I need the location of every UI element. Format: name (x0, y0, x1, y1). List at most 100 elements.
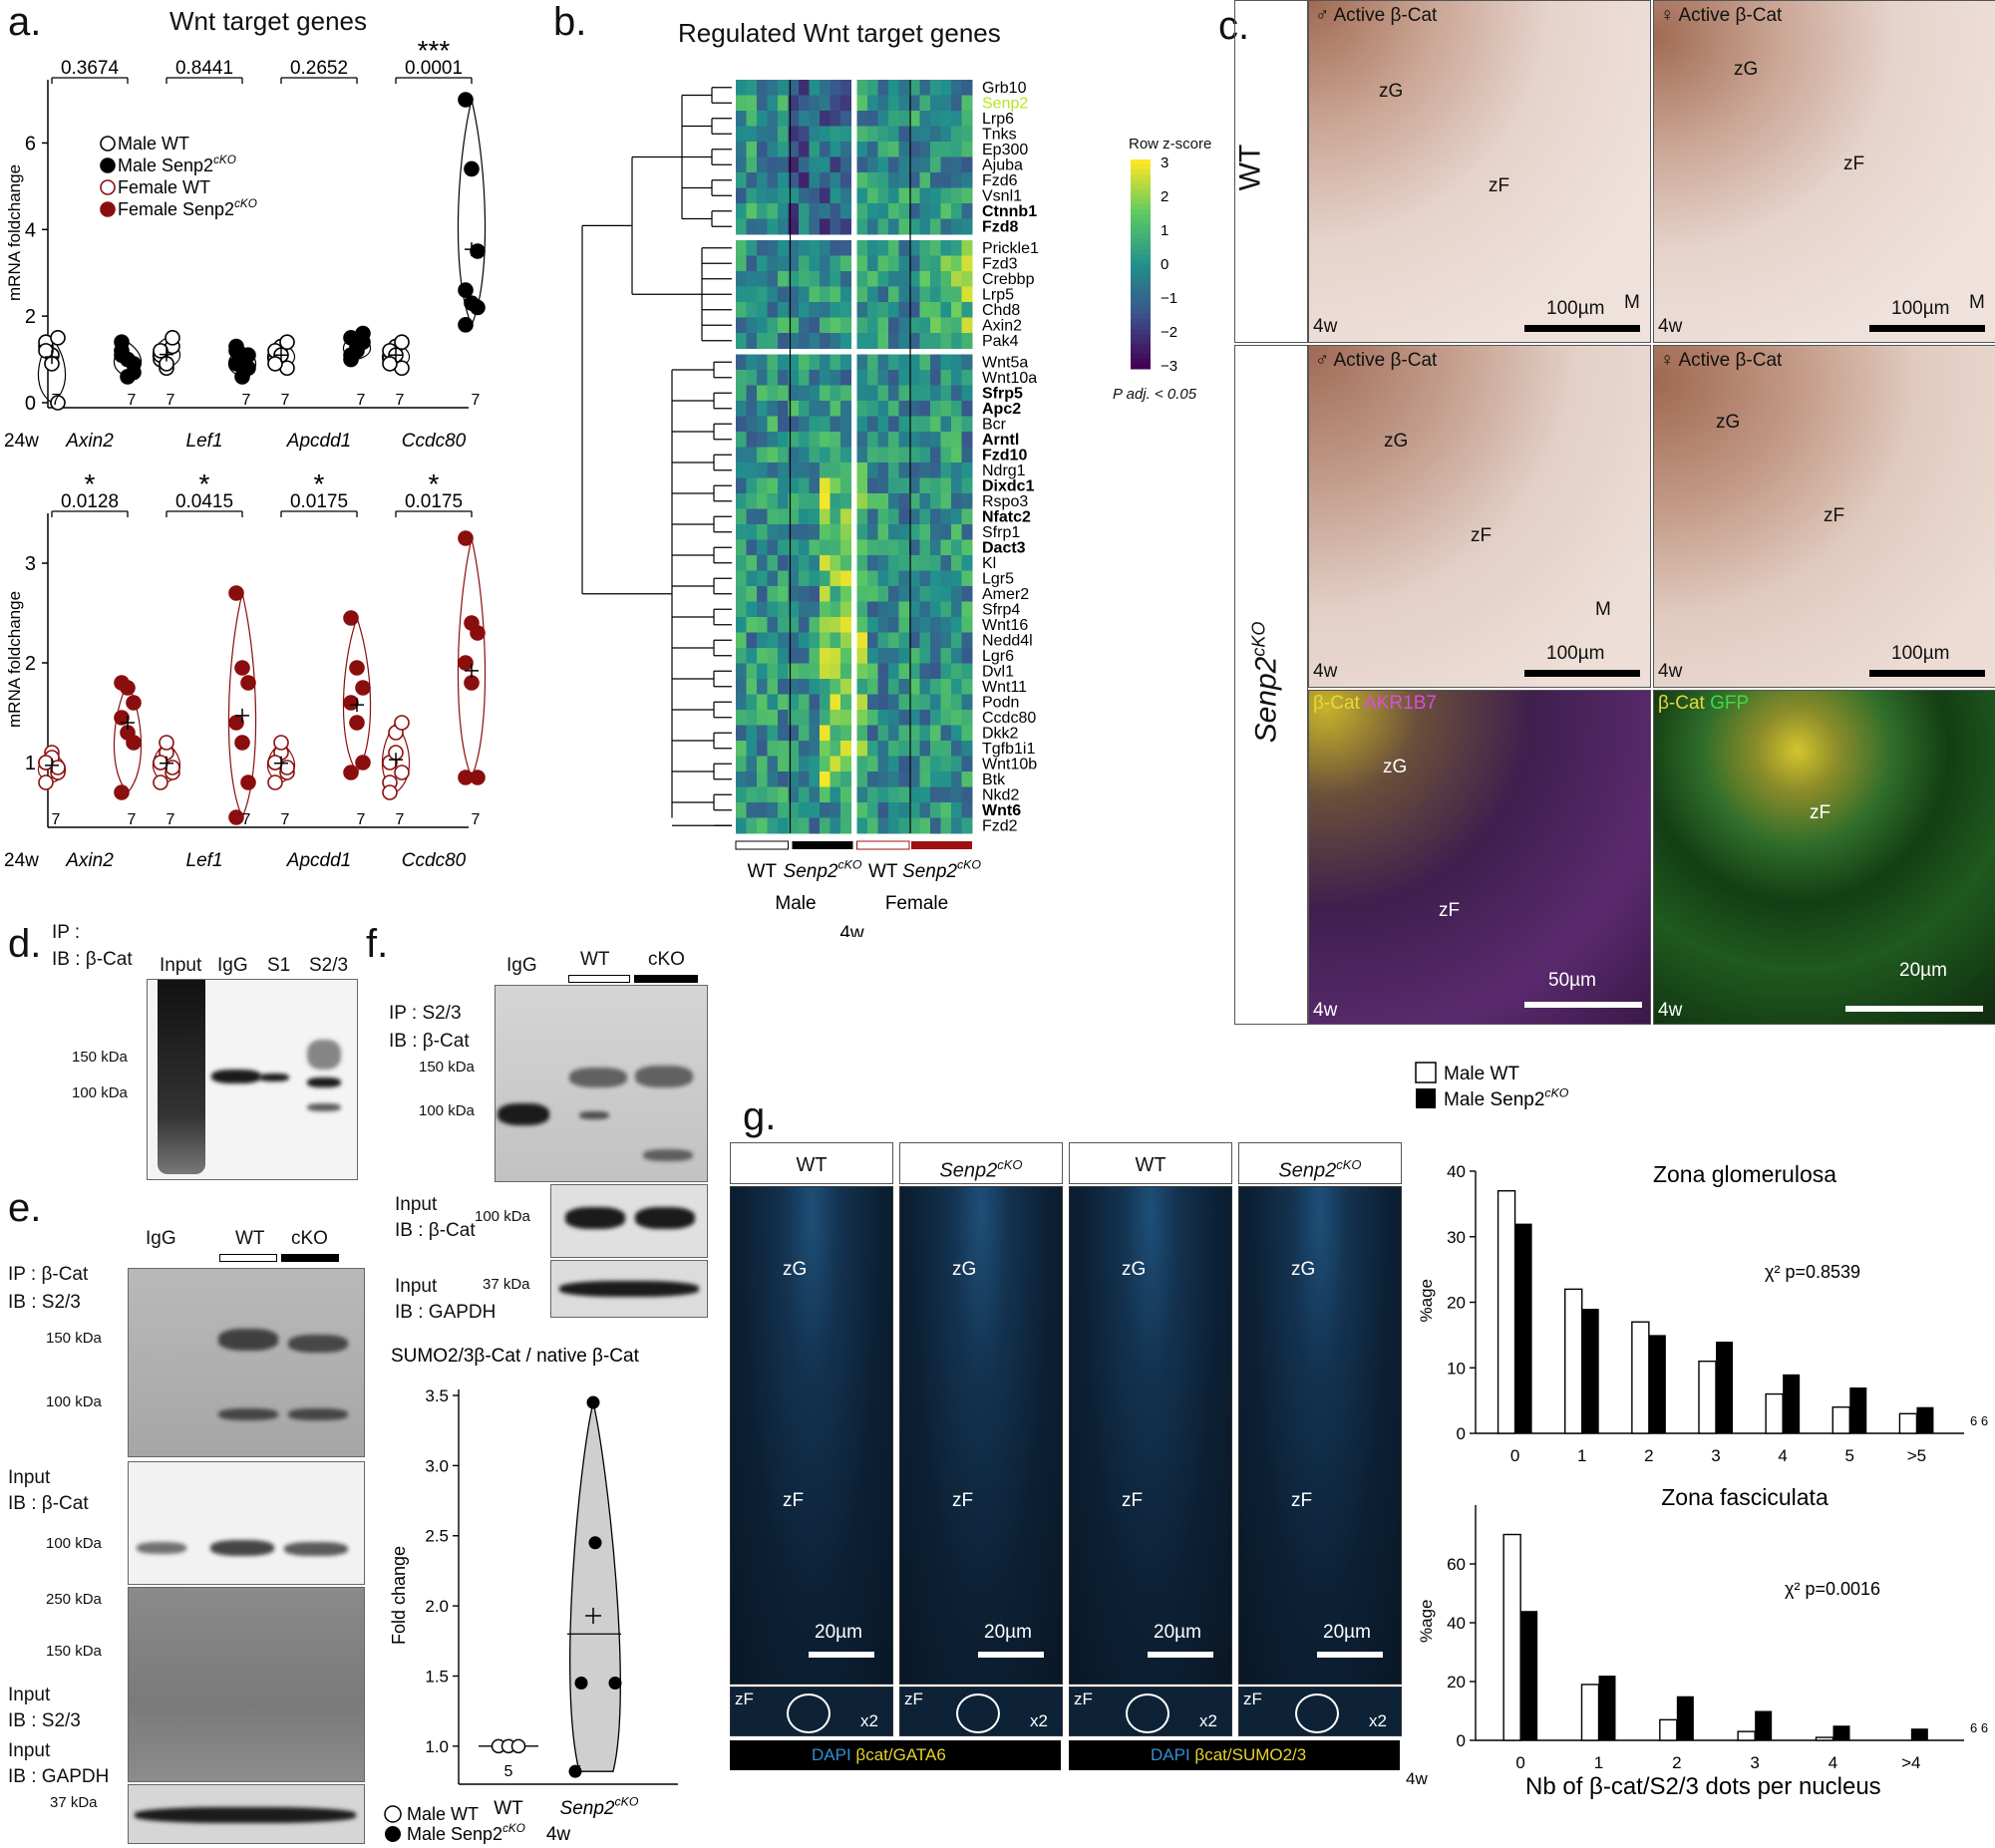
heatmap-cell (856, 271, 868, 287)
panel-e-blot-3 (128, 1587, 365, 1782)
heatmap-cell (840, 401, 851, 417)
g-bar-cko (1598, 1676, 1616, 1740)
heatmap-cell (867, 539, 878, 556)
a-point (355, 334, 371, 351)
heatmap-cell (951, 302, 962, 318)
heatmap-cell (898, 271, 910, 287)
group-label: WT (747, 861, 777, 882)
f-legend-marker-wt (384, 1805, 402, 1823)
heatmap-cell (820, 555, 831, 571)
heatmap-cell (888, 354, 899, 371)
g-ytick-label: 0 (1457, 1424, 1466, 1443)
heatmap-cell (778, 447, 789, 463)
g-ytick-label: 40 (1447, 1162, 1466, 1181)
panel-f-cko-bar (634, 975, 698, 983)
panel-f-ib: IB : β-Cat (389, 1031, 470, 1052)
heatmap-cell (940, 555, 952, 571)
heatmap-cell (840, 218, 851, 235)
heatmap-cell (919, 385, 931, 402)
heatmap-cell (867, 172, 878, 188)
heatmap-cell (888, 524, 899, 540)
heatmap-cell (940, 694, 952, 711)
heatmap-cell (778, 111, 789, 127)
a-pvalue: 0.0128 (61, 491, 119, 512)
heatmap-cell (788, 617, 800, 633)
heatmap-cell (961, 354, 973, 371)
heatmap-cell (830, 172, 841, 188)
heatmap-cell (830, 539, 841, 556)
panel-b-heatmap: Grb10Senp2Lrp6TnksEp300AjubaFzd6Vsnl1Ctn… (581, 80, 1177, 937)
heatmap-cell (809, 617, 821, 633)
a-gene-label: Lef1 (186, 431, 223, 452)
group-label: WT (868, 861, 898, 882)
f-point-cko (574, 1677, 588, 1691)
colorbar-segment (1131, 269, 1151, 275)
heatmap-cell (767, 432, 779, 448)
heatmap-cell (830, 142, 841, 157)
heatmap-cell (930, 771, 941, 787)
heatmap-cell (757, 679, 768, 695)
heatmap-cell (940, 333, 952, 349)
g-bar-cko (1849, 1386, 1867, 1433)
heatmap-cell (820, 286, 831, 303)
heatmap-cell (888, 710, 899, 726)
a-gene-label: Apcdd1 (286, 431, 351, 452)
heatmap-gene-label: Axin2 (982, 318, 1022, 335)
heatmap-cell (888, 786, 899, 803)
colorbar-segment (1131, 309, 1151, 315)
heatmap-cell (877, 570, 889, 587)
panel-f-lane-cko: cKO (648, 949, 685, 970)
heatmap-cell (898, 255, 910, 272)
heatmap-cell (940, 539, 952, 556)
heatmap-cell (919, 187, 931, 204)
heatmap-cell (877, 802, 889, 818)
g-bar-wt (1502, 1533, 1521, 1741)
g-xtick-label: 0 (1510, 1446, 1519, 1465)
heatmap-cell (767, 524, 779, 540)
heatmap-cell (867, 570, 878, 587)
heatmap-cell (840, 385, 851, 402)
heatmap-gene-label: Rspo3 (982, 493, 1028, 510)
g-zoom-label: x2 (1199, 1711, 1217, 1730)
panel-f-marker-100: 100 kDa (419, 1102, 475, 1119)
sex-label-female: Female (885, 893, 948, 914)
a-point (228, 715, 244, 731)
heatmap-cell (820, 570, 831, 587)
heatmap-cell (830, 240, 841, 256)
panel-e-input4: Input (8, 1740, 51, 1761)
heatmap-cell (867, 156, 878, 173)
heatmap-cell (877, 632, 889, 649)
heatmap-cell (778, 354, 789, 371)
heatmap-cell (951, 317, 962, 334)
g-label-zf: zF (783, 1490, 805, 1511)
heatmap-cell (799, 786, 810, 803)
heatmap-cell (778, 617, 789, 633)
heatmap-cell (888, 370, 899, 386)
g-xtick-label: 1 (1594, 1753, 1603, 1772)
heatmap-cell (840, 632, 851, 649)
heatmap-gene-label: Amer2 (982, 586, 1029, 603)
panel-e-wt-bar (219, 1254, 277, 1262)
heatmap-cell (909, 240, 920, 256)
heatmap-cell (898, 648, 910, 664)
colorbar-segment (1131, 244, 1151, 250)
heatmap-cell (840, 203, 851, 219)
heatmap-cell (961, 126, 973, 143)
a-ytick-label: 2 (25, 653, 36, 675)
heatmap-cell (877, 663, 889, 680)
a-point (234, 660, 250, 676)
a-n-label: 7 (281, 392, 290, 409)
g-bar-wt (1737, 1730, 1756, 1741)
heatmap-cell (799, 632, 810, 649)
heatmap-cell (909, 648, 920, 664)
heatmap-cell (788, 271, 800, 287)
heatmap-cell (778, 710, 789, 726)
a-stars: * (429, 468, 440, 499)
colorbar-segment (1131, 284, 1151, 290)
heatmap-cell (951, 524, 962, 540)
heatmap-cell (736, 255, 747, 272)
heatmap-cell (778, 218, 789, 235)
panel-e-marker-37: 37 kDa (50, 1794, 98, 1811)
g-bar-wt (1815, 1736, 1834, 1741)
g-bar-cko (1676, 1695, 1694, 1740)
